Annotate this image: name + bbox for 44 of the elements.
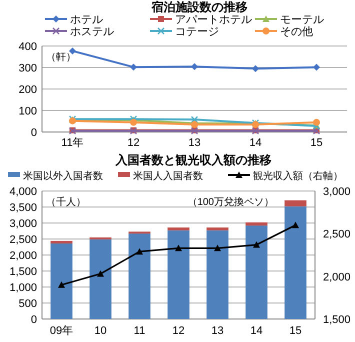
y2-tick-label: 2,500 [323,228,351,241]
x-tick-label: 11 [134,325,146,337]
y-tick-label: 1,500 [9,266,37,278]
chart-title: 宿泊施設数の推移 [150,0,248,14]
y-tick-label: 4,000 [9,186,37,198]
x-tick-label: 12 [127,137,140,149]
y-tick-label: 0 [30,314,37,326]
y2-tick-label: 3,000 [323,186,351,198]
y-tick-label: 3,000 [9,218,37,230]
y-tick-label: 100 [18,106,37,118]
x-tick-label: 09年 [50,325,74,337]
y-tick-label: 0 [30,127,37,139]
x-tick-label: 15 [310,137,323,149]
x-tick-label: 12 [172,325,185,337]
x-tick-label: 13 [188,137,201,149]
y-tick-label: 500 [18,298,37,310]
legend-label: 米国人入国者数 [133,170,203,182]
x-tick-label: 11年 [61,137,84,149]
legend-label: 米国以外入国者数 [23,170,103,182]
y-tick-label: 200 [18,84,37,96]
x-tick-label: 14 [249,137,262,149]
annotation: （100万兌換ペソ） [187,196,274,208]
y2-tick-label: 2,000 [323,271,351,284]
y-tick-label: 2,500 [9,234,37,246]
legend-label: その他 [280,26,313,38]
y-tick-label: 400 [18,41,37,53]
x-tick-label: 10 [94,325,107,337]
legend-label: ホステル [70,26,114,38]
legend-label: アパートホテル [175,14,252,26]
y2-tick-label: 1,500 [323,314,351,326]
y-tick-label: 2,000 [9,250,37,262]
y-tick-label: 1,000 [9,282,37,294]
y-tick-label: 3,500 [9,202,37,214]
x-tick-label: 15 [289,325,302,337]
annotation: （軒） [46,52,76,63]
x-tick-label: 14 [250,325,263,337]
chart-title: 入国者数と観光収入額の推移 [114,153,272,167]
legend-label: モーテル [280,14,324,26]
legend-label: ホテル [70,14,103,26]
legend-label: 観光収入額（右軸） [253,170,343,182]
annotation: （千人） [46,196,86,208]
x-tick-label: 13 [211,325,224,337]
legend-label: コテージ [175,26,219,38]
y-tick-label: 300 [18,62,37,74]
